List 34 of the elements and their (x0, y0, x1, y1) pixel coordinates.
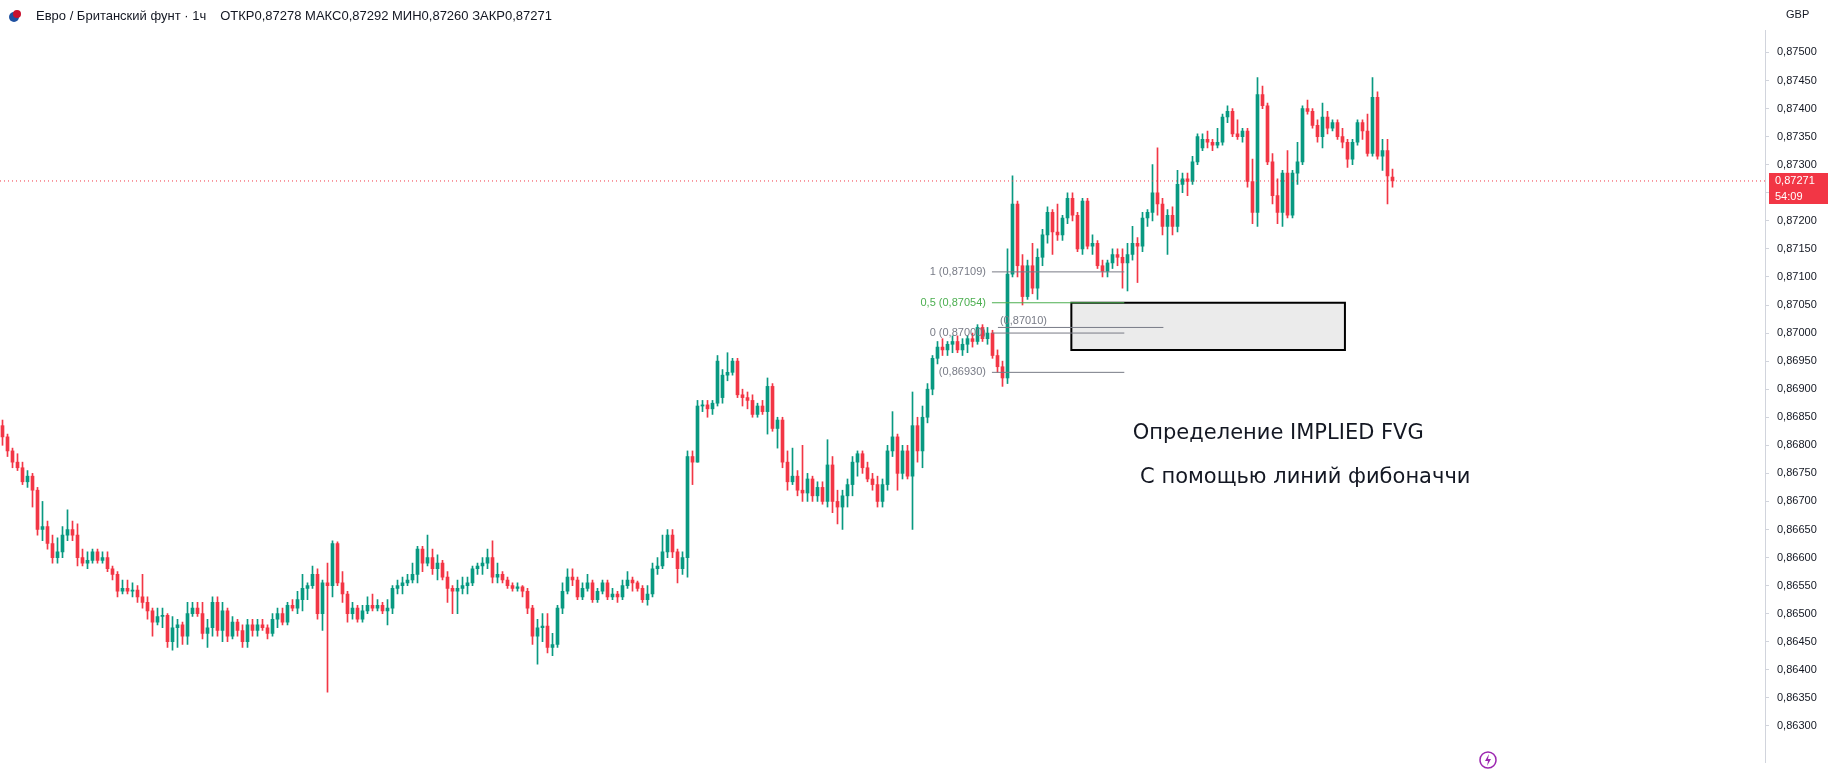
y-tick-label: 0,86550 (1777, 578, 1817, 591)
y-tick-label: 0,87350 (1777, 129, 1817, 142)
y-tick-label: 0,87200 (1777, 213, 1817, 226)
ref-line-label: (0,86930) (938, 365, 986, 378)
annotation: Определение IMPLIED FVG (1132, 420, 1424, 445)
y-tick-label: 0,86650 (1777, 522, 1817, 535)
annotation: С помощью линий фибоначчи (1140, 464, 1471, 489)
y-tick-label: 0,86600 (1777, 550, 1817, 563)
y-tick-label: 0,86400 (1777, 662, 1817, 675)
y-tick-label: 0,87150 (1777, 241, 1817, 254)
ref-line-label: 1 (0,87109) (929, 264, 986, 277)
y-tick-label: 0,87000 (1777, 326, 1817, 339)
text: 54:09 (1775, 189, 1803, 202)
ref-line-label: 0,87271 (1775, 174, 1815, 186)
y-tick-label: 0,86700 (1777, 494, 1817, 507)
y-tick-label: 0,87300 (1777, 157, 1817, 170)
chart-subtitle: ОТКР0,87278 МАКС0,87292 МИН0,87260 ЗАКР0,87271 (220, 8, 552, 23)
y-tick-label: 0,86500 (1777, 606, 1817, 619)
y-tick-label: 0,86300 (1777, 718, 1817, 731)
y-tick-label: 0,87100 (1777, 269, 1817, 282)
y-tick-label: 0,87450 (1777, 73, 1817, 86)
y-tick-label: 0,87050 (1777, 298, 1817, 311)
y-tick-label: 0,86800 (1777, 438, 1817, 451)
y-tick-label: 0,86350 (1777, 690, 1817, 703)
ref-line-label: 0,5 (0,87054) (920, 295, 986, 308)
y-tick-label: 0,86950 (1777, 354, 1817, 367)
y-tick-label: 0,86750 (1777, 466, 1817, 479)
y-axis-title: GBP (1786, 8, 1810, 20)
y-tick-label: 0,86900 (1777, 382, 1817, 395)
y-tick-label: 0,87500 (1777, 45, 1817, 58)
y-tick-label: 0,86850 (1777, 410, 1817, 423)
chart-title: Евро / Британский фунт · 1ч (36, 8, 207, 23)
y-tick-label: 0,86450 (1777, 634, 1817, 647)
y-tick-label: 0,87400 (1777, 101, 1817, 114)
